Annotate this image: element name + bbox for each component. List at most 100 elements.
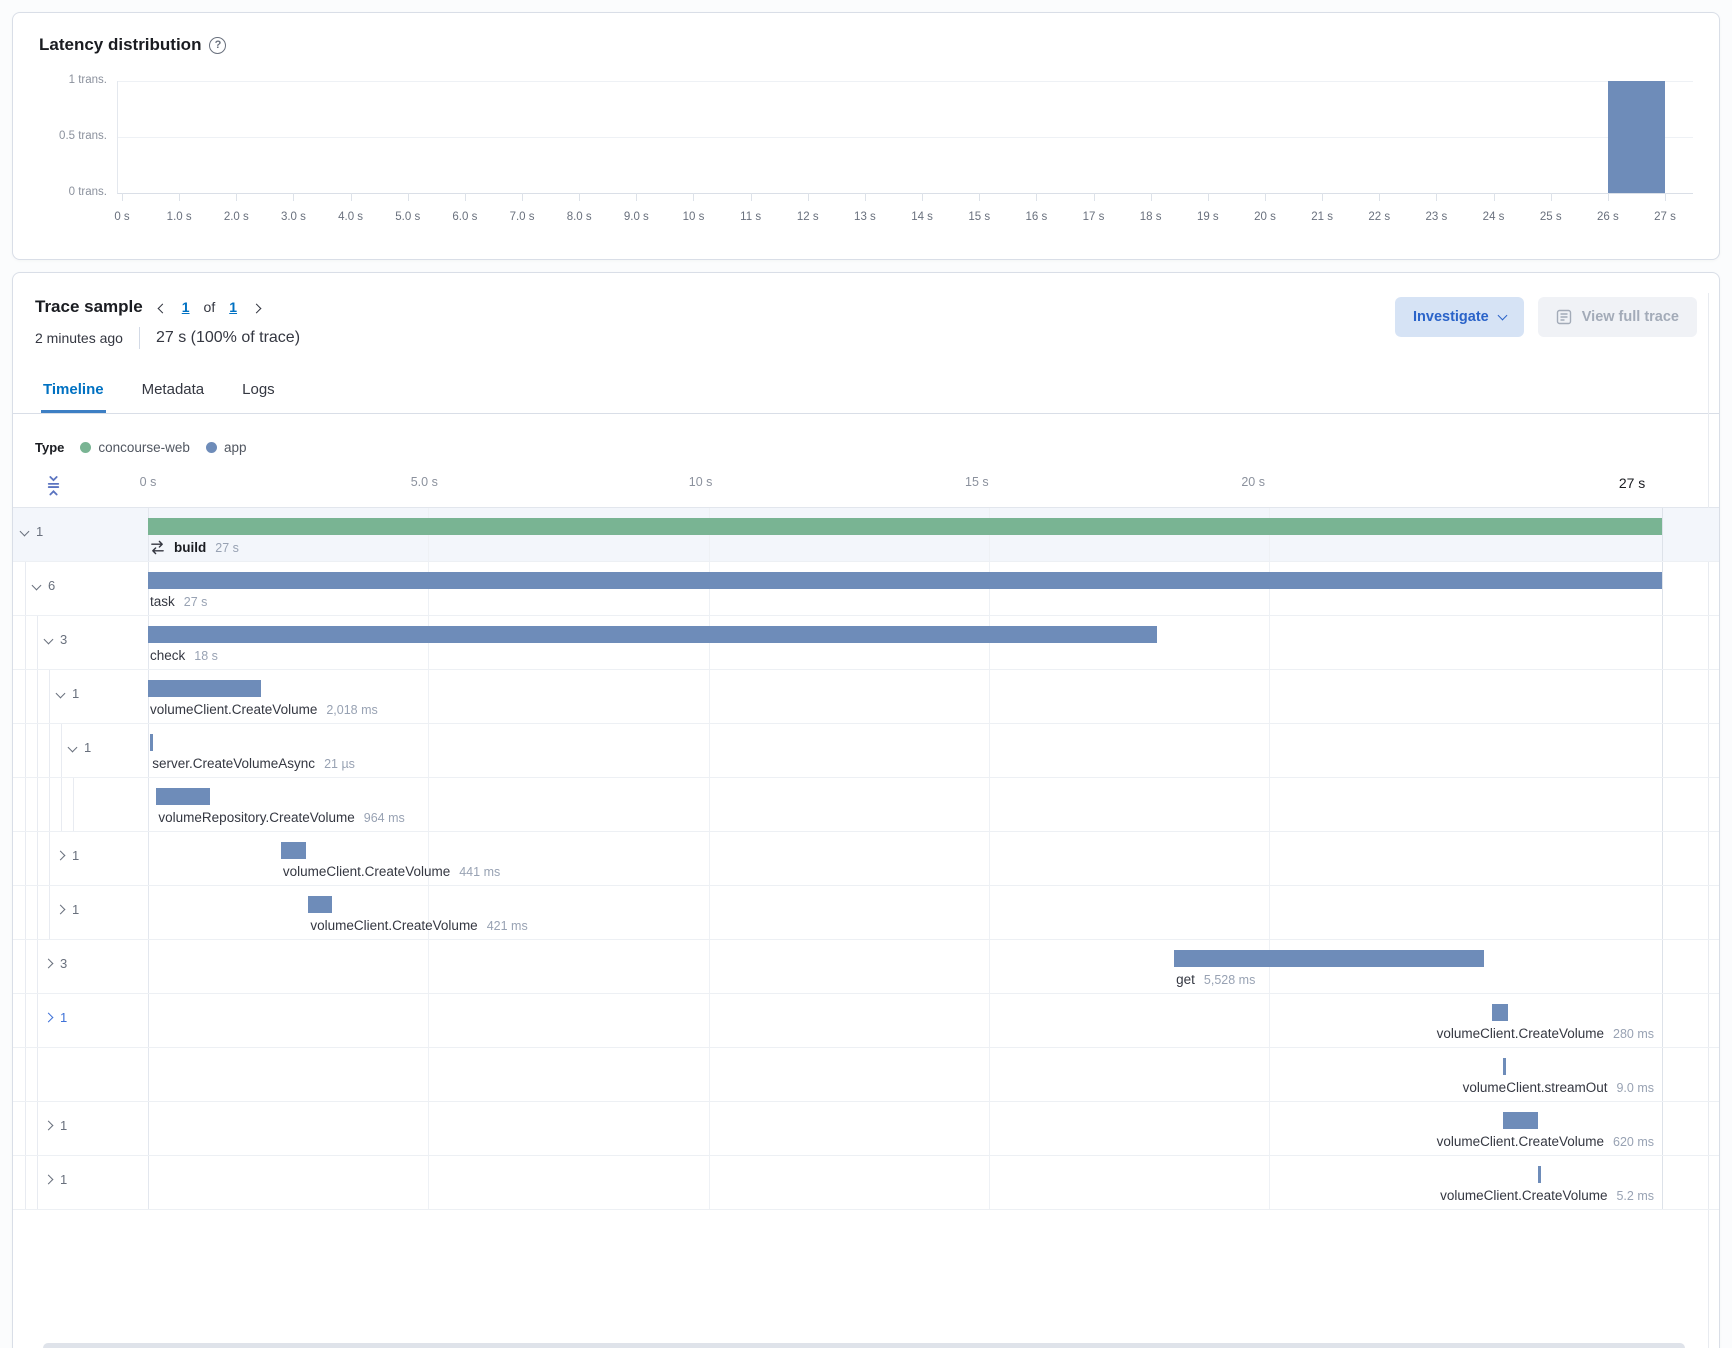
span-bar-server.CreateVolumeAsync[interactable] — [150, 734, 154, 751]
timeline-gridline — [1269, 1102, 1271, 1155]
span-label[interactable]: build 27 s — [150, 540, 239, 555]
indent-guide — [25, 670, 26, 723]
child-count: 1 — [60, 1118, 68, 1133]
horizontal-scrollbar-thumb[interactable] — [43, 1343, 1685, 1348]
waterfall-row-volumeRepository.CreateVolume[interactable]: volumeRepository.CreateVolume 964 ms — [13, 778, 1719, 832]
x-tick-mark — [407, 193, 409, 201]
trace-tabs: Timeline Metadata Logs — [35, 371, 1697, 413]
tab-logs[interactable]: Logs — [242, 381, 275, 398]
expand-children-toggle[interactable]: 1 — [43, 1010, 67, 1025]
collapse-children-toggle[interactable]: 6 — [31, 578, 55, 593]
x-tick-mark — [350, 193, 352, 201]
span-bar-volumeClient.CreateVolume[interactable] — [1502, 1112, 1538, 1129]
histogram-bar[interactable] — [1607, 81, 1665, 193]
span-bar-volumeClient.CreateVolume[interactable] — [308, 896, 332, 913]
span-label[interactable]: get 5,528 ms — [1176, 972, 1255, 987]
indent-guide — [49, 778, 50, 831]
expand-children-toggle[interactable]: 1 — [55, 902, 79, 917]
collapse-children-toggle[interactable]: 1 — [55, 686, 79, 701]
collapse-children-toggle[interactable]: 1 — [67, 740, 91, 755]
span-duration: 280 ms — [1613, 1026, 1654, 1041]
span-bar-volumeClient.streamOut[interactable] — [1502, 1058, 1506, 1075]
waterfall-row-volumeClient.streamOut[interactable]: volumeClient.streamOut 9.0 ms — [13, 1048, 1719, 1102]
span-name: get — [1176, 972, 1195, 987]
span-bar-build[interactable] — [148, 518, 1662, 535]
gridline — [118, 81, 1693, 82]
waterfall-row-volumeClient.CreateVolume[interactable]: 1 volumeClient.CreateVolume 280 ms — [13, 994, 1719, 1048]
collapse-children-toggle[interactable]: 1 — [19, 524, 43, 539]
waterfall-row-task[interactable]: 6 task 27 s — [13, 562, 1719, 616]
x-tick-mark — [1036, 193, 1038, 201]
row-track: volumeClient.CreateVolume 441 ms — [148, 832, 1663, 885]
span-bar-volumeClient.CreateVolume[interactable] — [1492, 1004, 1508, 1021]
timeline-gridline — [1662, 724, 1663, 777]
view-full-trace-button[interactable]: View full trace — [1537, 297, 1697, 337]
indent-guide — [25, 1156, 26, 1209]
timeline-gridline — [708, 724, 710, 777]
expand-children-toggle[interactable]: 1 — [55, 848, 80, 863]
investigate-button[interactable]: Investigate — [1395, 297, 1524, 337]
question-circle-icon[interactable]: ? — [209, 36, 227, 54]
total-page-link[interactable]: 1 — [229, 299, 238, 315]
indent-guide — [25, 940, 26, 993]
document-list-icon — [1556, 309, 1571, 325]
span-bar-task[interactable] — [148, 572, 1662, 589]
expand-children-toggle[interactable]: 1 — [43, 1172, 67, 1187]
indent-guide — [25, 778, 26, 831]
waterfall-row-volumeClient.CreateVolume[interactable]: 1 volumeClient.CreateVolume 421 ms — [13, 886, 1719, 940]
span-label[interactable]: volumeClient.CreateVolume 5.2 ms — [1440, 1188, 1654, 1203]
waterfall-row-volumeClient.CreateVolume[interactable]: 1 volumeClient.CreateVolume 441 ms — [13, 832, 1719, 886]
x-tick-label: 8.0 s — [566, 211, 592, 223]
fold-timeline-button[interactable] — [43, 473, 64, 502]
waterfall-row-build[interactable]: 1 build 27 s — [13, 508, 1719, 562]
previous-sample-button[interactable] — [157, 298, 168, 317]
waterfall-row-volumeClient.CreateVolume[interactable]: 1 volumeClient.CreateVolume 620 ms — [13, 1102, 1719, 1156]
timeline-gridline — [1269, 1156, 1271, 1209]
span-bar-volumeClient.CreateVolume[interactable] — [280, 842, 306, 859]
span-label[interactable]: task 27 s — [150, 594, 207, 609]
tab-metadata[interactable]: Metadata — [141, 381, 205, 398]
indent-guide — [25, 1102, 26, 1155]
span-bar-volumeClient.CreateVolume[interactable] — [148, 680, 262, 697]
span-duration: 964 ms — [363, 810, 405, 825]
span-label[interactable]: volumeRepository.CreateVolume 964 ms — [158, 810, 404, 825]
span-bar-volumeRepository.CreateVolume[interactable] — [156, 788, 211, 805]
indent-guide — [37, 616, 38, 669]
x-tick-mark — [1264, 193, 1266, 201]
timeline-gridline — [428, 1048, 430, 1101]
x-tick-label: 12 s — [796, 211, 819, 223]
child-count: 1 — [72, 848, 80, 863]
span-label[interactable]: volumeClient.CreateVolume 441 ms — [283, 864, 500, 879]
waterfall-row-get[interactable]: 3 get 5,528 ms — [13, 940, 1719, 994]
x-tick-label: 2.0 s — [223, 211, 249, 223]
span-bar-check[interactable] — [148, 626, 1158, 643]
chevron-down-icon — [55, 688, 66, 699]
waterfall-row-check[interactable]: 3 check 18 s — [13, 616, 1719, 670]
y-tick-label: 0.5 trans. — [59, 130, 107, 142]
span-label[interactable]: check 18 s — [150, 648, 218, 663]
child-count: 3 — [60, 956, 68, 971]
span-label[interactable]: volumeClient.CreateVolume 2,018 ms — [150, 702, 378, 717]
waterfall-row-server.CreateVolumeAsync[interactable]: 1 server.CreateVolumeAsync 21 µs — [13, 724, 1719, 778]
vertical-scrollbar-track[interactable] — [1708, 293, 1709, 1348]
span-label[interactable]: volumeClient.streamOut 9.0 ms — [1463, 1080, 1654, 1095]
waterfall-row-volumeClient.CreateVolume[interactable]: 1 volumeClient.CreateVolume 5.2 ms — [13, 1156, 1719, 1210]
expand-children-toggle[interactable]: 1 — [43, 1118, 68, 1133]
timeline-gridline — [148, 1048, 149, 1101]
span-label[interactable]: volumeClient.CreateVolume 421 ms — [310, 918, 527, 933]
trace-sample-title: Trace sample — [35, 297, 143, 316]
timeline-gridline — [428, 994, 430, 1047]
current-page-link[interactable]: 1 — [181, 299, 190, 315]
span-bar-volumeClient.CreateVolume[interactable] — [1537, 1166, 1541, 1183]
tab-timeline[interactable]: Timeline — [41, 371, 106, 413]
expand-children-toggle[interactable]: 3 — [43, 956, 68, 971]
waterfall-row-volumeClient.CreateVolume[interactable]: 1 volumeClient.CreateVolume 2,018 ms — [13, 670, 1719, 724]
timeline-gridline — [1269, 778, 1271, 831]
span-bar-get[interactable] — [1174, 950, 1485, 967]
span-label[interactable]: server.CreateVolumeAsync 21 µs — [152, 756, 355, 771]
collapse-children-toggle[interactable]: 3 — [43, 632, 67, 647]
span-label[interactable]: volumeClient.CreateVolume 620 ms — [1437, 1134, 1654, 1149]
x-tick-label: 20 s — [1254, 211, 1276, 223]
next-sample-button[interactable] — [251, 298, 262, 317]
span-label[interactable]: volumeClient.CreateVolume 280 ms — [1437, 1026, 1654, 1041]
